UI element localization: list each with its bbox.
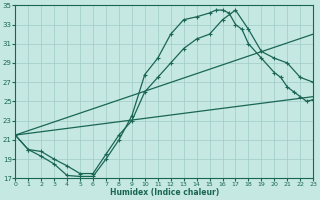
X-axis label: Humidex (Indice chaleur): Humidex (Indice chaleur) <box>110 188 219 197</box>
